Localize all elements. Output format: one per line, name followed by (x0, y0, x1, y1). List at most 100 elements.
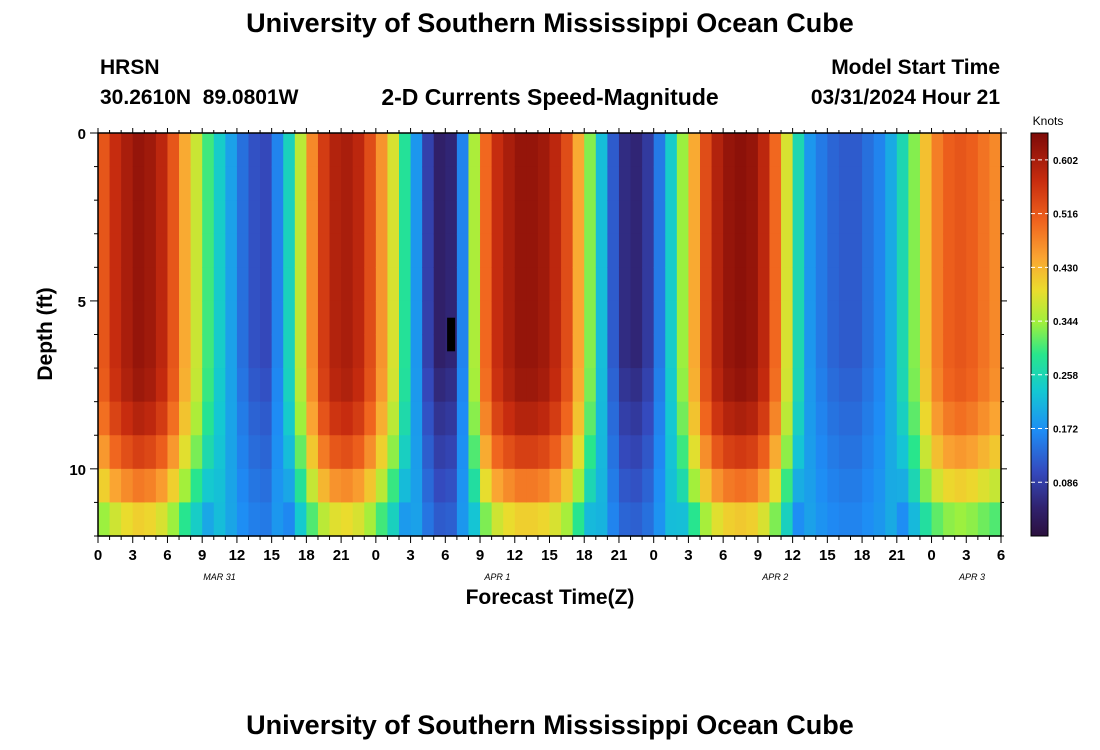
heatmap-cell (132, 368, 145, 403)
heatmap-cell (329, 166, 342, 201)
heatmap-cell (306, 368, 319, 403)
heatmap-cell (700, 368, 713, 403)
heatmap-cell (572, 502, 585, 537)
heatmap-cell (341, 401, 354, 436)
heatmap-cell (734, 267, 747, 302)
colorbar-tick-label: 0.258 (1053, 371, 1078, 382)
heatmap-cell (468, 368, 481, 403)
heatmap-cell (179, 133, 192, 168)
heatmap-cell (248, 233, 261, 268)
x-tick-label: 21 (611, 547, 628, 564)
heatmap-cell (480, 300, 493, 336)
heatmap-cell (387, 233, 400, 268)
heatmap-cell (769, 468, 782, 504)
heatmap-cell (966, 300, 979, 336)
heatmap-cell (723, 502, 736, 537)
heatmap-cell (213, 368, 226, 403)
heatmap-cell (838, 334, 852, 369)
heatmap-cell (700, 200, 713, 235)
heatmap-cell (688, 468, 701, 504)
heatmap-cell (665, 267, 678, 302)
heatmap-cell (387, 401, 400, 436)
heatmap-cell (399, 267, 412, 302)
heatmap-cell (792, 133, 805, 168)
heatmap-cell (537, 300, 551, 336)
heatmap-cell (896, 166, 909, 201)
heatmap-cell (260, 200, 273, 235)
heatmap-cell (364, 267, 377, 302)
heatmap-cell (873, 166, 886, 201)
x-tick-label: 6 (441, 547, 449, 564)
heatmap-cell (480, 468, 493, 504)
heatmap-cell (306, 233, 319, 268)
heatmap-cell (433, 133, 446, 168)
heatmap-cell (792, 200, 805, 235)
heatmap-cell (364, 334, 377, 369)
heatmap-cell (294, 435, 307, 470)
model-start-label: Model Start Time (831, 56, 1000, 79)
heatmap-cell (688, 267, 701, 302)
heatmap-cell (584, 401, 597, 436)
heatmap-cell (422, 300, 435, 336)
heatmap-cell (954, 468, 967, 504)
heatmap-cell (422, 502, 435, 537)
heatmap-cell (977, 300, 991, 336)
heatmap-cell (155, 267, 169, 302)
heatmap-cell (896, 233, 909, 268)
heatmap-cell (838, 200, 852, 235)
heatmap-cell (781, 468, 794, 504)
heatmap-cell (248, 368, 261, 403)
heatmap-cell (167, 435, 180, 470)
heatmap-cell (410, 435, 423, 470)
heatmap-cell (769, 267, 782, 302)
heatmap-cell (109, 166, 122, 201)
heatmap-cell (236, 166, 250, 201)
heatmap-cell (781, 401, 794, 436)
heatmap-cell (491, 233, 504, 268)
heatmap-cell (144, 166, 157, 201)
heatmap-cell (688, 502, 701, 537)
heatmap-cell (769, 401, 782, 436)
heatmap-cell (364, 166, 377, 201)
heatmap-cell (387, 300, 400, 336)
heatmap-cell (514, 267, 527, 302)
heatmap-cell (885, 401, 898, 436)
heatmap-cell (676, 401, 690, 436)
heatmap-cell (399, 133, 412, 168)
heatmap-cell (815, 502, 828, 537)
heatmap-cell (364, 300, 377, 336)
heatmap-cell (144, 233, 157, 268)
heatmap-cell (607, 166, 620, 201)
heatmap-cell (491, 200, 504, 235)
colorbar-unit: Knots (1033, 114, 1064, 128)
heatmap-cell (989, 300, 1002, 336)
heatmap-cell (989, 200, 1002, 235)
heatmap-cell (561, 468, 574, 504)
heatmap-cell (190, 233, 203, 268)
heatmap-cell (179, 401, 192, 436)
heatmap-cell (491, 435, 504, 470)
heatmap-cell (387, 267, 400, 302)
heatmap-cell (306, 468, 319, 504)
heatmap-cell (757, 468, 771, 504)
heatmap-cell (537, 334, 551, 369)
heatmap-cell (109, 401, 122, 436)
heatmap-cell (155, 368, 169, 403)
heatmap-cell (873, 468, 886, 504)
heatmap-cell (943, 368, 956, 403)
heatmap-cell (572, 334, 585, 369)
x-tick-label: 12 (506, 547, 523, 564)
heatmap-cell (943, 502, 956, 537)
heatmap-cell (653, 401, 666, 436)
heatmap-cell (144, 334, 157, 369)
heatmap-cell (804, 401, 817, 436)
heatmap-cell (98, 502, 111, 537)
heatmap-cell (572, 200, 585, 235)
heatmap-cell (931, 468, 944, 504)
heatmap-cell (98, 435, 111, 470)
heatmap-cell (676, 200, 690, 235)
heatmap-cell (630, 166, 643, 201)
heatmap-cell (352, 233, 365, 268)
heatmap-cell (514, 166, 527, 201)
heatmap-cell (792, 401, 805, 436)
